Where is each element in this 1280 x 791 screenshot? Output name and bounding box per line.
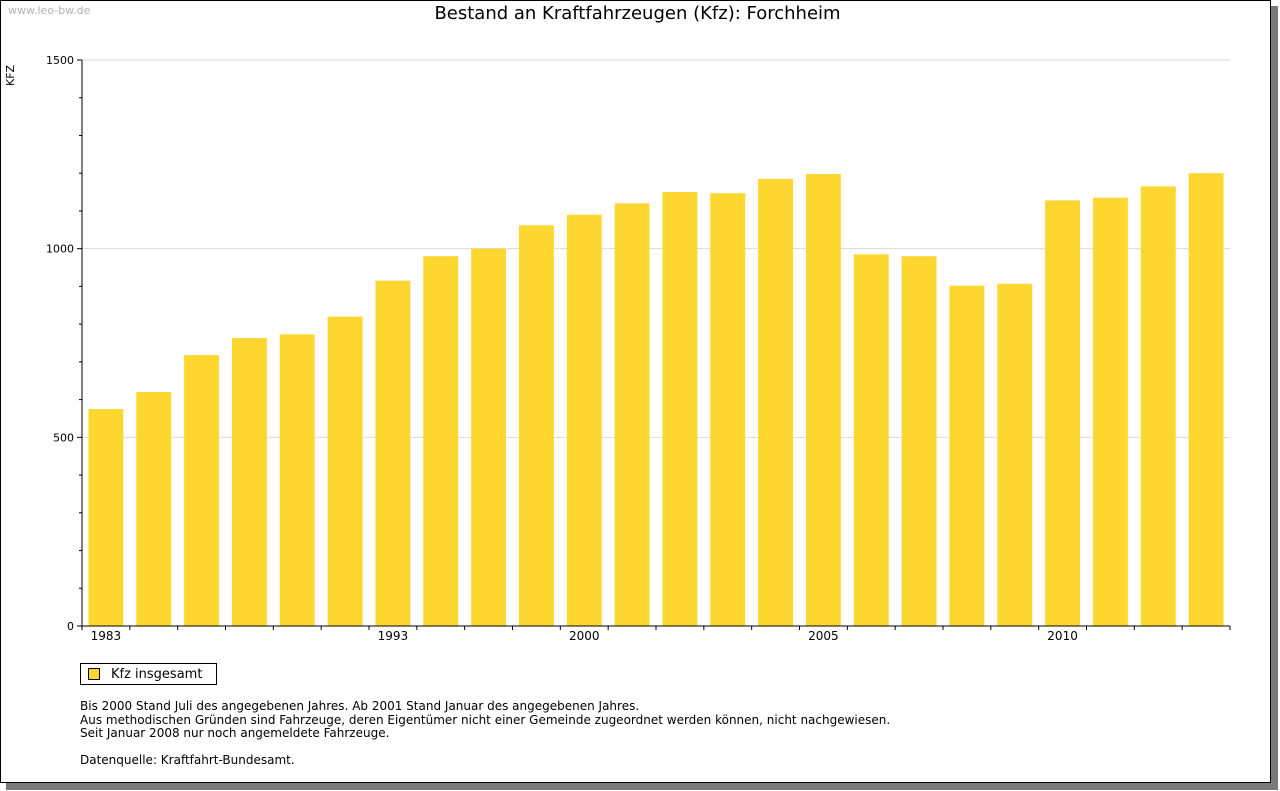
y-tick-label: 1500 xyxy=(46,54,74,67)
footnote-line: Aus methodischen Gründen sind Fahrzeuge,… xyxy=(80,712,891,727)
data-source: Datenquelle: Kraftfahrt-Bundesamt. xyxy=(80,752,295,767)
x-tick-label: 1983 xyxy=(91,629,122,643)
legend: Kfz insgesamt xyxy=(80,663,217,685)
bar xyxy=(1188,173,1224,626)
x-tick-label: 2000 xyxy=(569,629,600,643)
bar xyxy=(566,214,602,626)
bar xyxy=(1092,197,1128,626)
bar xyxy=(949,285,985,626)
bar xyxy=(327,316,363,626)
chart-title: Bestand an Kraftfahrzeugen (Kfz): Forchh… xyxy=(434,3,841,24)
bar xyxy=(758,178,794,627)
bar xyxy=(805,173,841,627)
bar xyxy=(1140,186,1176,626)
frame-shadow-bottom xyxy=(6,783,1278,790)
bar xyxy=(279,334,315,626)
y-tick-label: 1000 xyxy=(46,243,74,256)
y-tick-label: 500 xyxy=(53,431,74,444)
bar xyxy=(662,192,698,627)
bar xyxy=(997,283,1033,626)
x-tick-label: 2010 xyxy=(1047,629,1078,643)
footnote-line: Bis 2000 Stand Juli des angegebenen Jahr… xyxy=(80,699,640,713)
bar xyxy=(710,193,746,626)
y-tick-label: 0 xyxy=(67,620,74,633)
legend-label: Kfz insgesamt xyxy=(111,666,203,682)
bar xyxy=(901,256,937,626)
x-tick-label: 1993 xyxy=(378,629,409,643)
bar xyxy=(518,225,554,626)
bar xyxy=(423,256,459,626)
bar xyxy=(471,248,507,626)
bar xyxy=(614,203,650,627)
bar-chart: 0 500 1000 1500 1983 1993 2000 2005 2010 xyxy=(46,54,1231,643)
x-tick-label: 2005 xyxy=(808,629,839,643)
bar xyxy=(375,280,411,626)
legend-swatch xyxy=(88,668,100,680)
footnotes: Bis 2000 Stand Juli des angegebenen Jahr… xyxy=(80,699,891,767)
bar xyxy=(1045,200,1081,627)
bar xyxy=(853,254,889,626)
bar xyxy=(88,409,124,626)
footnote-line: Seit Januar 2008 nur noch angemeldete Fa… xyxy=(80,726,390,740)
bar xyxy=(184,355,220,626)
bar xyxy=(136,392,172,626)
frame-shadow-right xyxy=(1271,6,1278,789)
bar xyxy=(231,338,267,626)
watermark: www.leo-bw.de xyxy=(8,4,91,17)
